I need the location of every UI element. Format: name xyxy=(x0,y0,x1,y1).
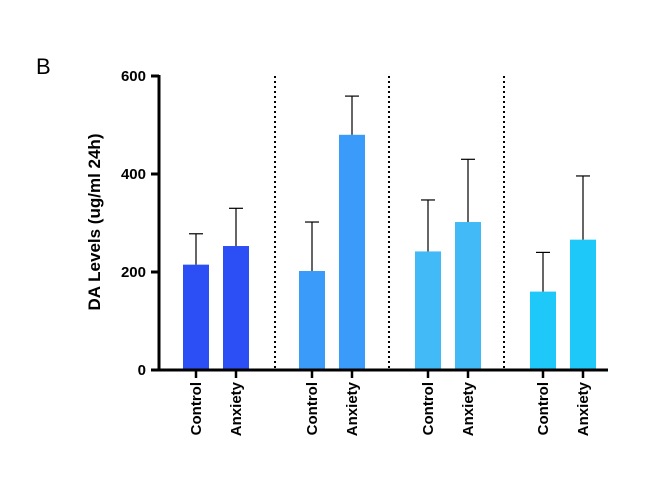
bar-5 xyxy=(415,251,441,370)
panel-label: B xyxy=(36,54,51,79)
x-tick-label-3: Control xyxy=(304,382,321,435)
bar-2 xyxy=(223,246,249,370)
y-axis-label: DA Levels (ug/ml 24h) xyxy=(85,134,104,311)
bar-3 xyxy=(299,271,325,370)
x-tick-label-4: Anxiety xyxy=(344,381,361,436)
bar-7 xyxy=(530,291,556,370)
x-tick-label-7: Control xyxy=(535,382,552,435)
y-tick-label-600: 600 xyxy=(121,68,146,85)
bar-4 xyxy=(339,134,365,370)
y-tick-label-0: 0 xyxy=(138,362,146,379)
x-tick-label-5: Control xyxy=(420,382,437,435)
bar-8 xyxy=(570,239,596,370)
x-tick-label-6: Anxiety xyxy=(460,381,477,436)
plot-area: 0 200 400 600 Control Anxiety Control Anxiety Co… xyxy=(121,68,608,436)
y-tick-label-400: 400 xyxy=(121,166,146,183)
x-tick-label-1: Control xyxy=(188,382,205,435)
x-tick-label-2: Anxiety xyxy=(228,381,245,436)
bar-6 xyxy=(455,222,481,370)
bar-1 xyxy=(183,264,209,370)
x-tick-label-8: Anxiety xyxy=(575,381,592,436)
y-tick-label-200: 200 xyxy=(121,264,146,281)
